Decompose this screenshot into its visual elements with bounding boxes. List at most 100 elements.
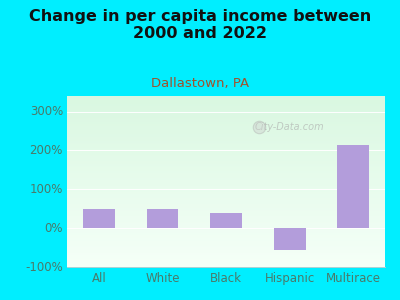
Bar [67, 200, 385, 201]
Bar [274, 228, 306, 250]
Bar [67, 188, 385, 189]
Bar [67, 97, 385, 98]
Bar [67, 112, 385, 113]
Bar [67, 196, 385, 197]
Bar [67, 230, 385, 231]
Bar [67, 211, 385, 212]
Bar [67, 169, 385, 170]
Bar [67, 132, 385, 133]
Bar [67, 151, 385, 152]
Bar [67, 212, 385, 213]
Bar [67, 236, 385, 237]
Bar [67, 177, 385, 178]
Bar [67, 264, 385, 265]
Bar [67, 131, 385, 132]
Bar [67, 234, 385, 235]
Bar [67, 202, 385, 203]
Bar [67, 130, 385, 131]
Bar [67, 220, 385, 221]
Bar [67, 154, 385, 155]
Bar [67, 168, 385, 169]
Bar [67, 178, 385, 179]
Bar [67, 125, 385, 126]
Bar [67, 106, 385, 107]
Bar [67, 229, 385, 230]
Bar [67, 126, 385, 127]
Bar [67, 150, 385, 151]
Bar [67, 129, 385, 130]
Bar [67, 252, 385, 253]
Bar [67, 173, 385, 174]
Bar [67, 226, 385, 227]
Bar [67, 248, 385, 249]
Bar [67, 120, 385, 121]
Bar [67, 123, 385, 124]
Bar [67, 155, 385, 156]
Bar [67, 239, 385, 240]
Bar [67, 156, 385, 157]
Bar [67, 134, 385, 135]
Bar [67, 215, 385, 216]
Bar [67, 242, 385, 243]
Bar [67, 201, 385, 202]
Bar [67, 101, 385, 102]
Bar [67, 136, 385, 137]
Bar [67, 213, 385, 214]
Bar [67, 254, 385, 255]
Bar [67, 157, 385, 158]
Bar [67, 96, 385, 97]
Text: 200%: 200% [30, 144, 63, 157]
Bar [67, 167, 385, 168]
Bar [67, 204, 385, 205]
Bar [67, 171, 385, 172]
Bar [67, 108, 385, 109]
Bar [67, 152, 385, 153]
Bar [67, 208, 385, 209]
Bar [67, 172, 385, 173]
Text: -100%: -100% [25, 261, 63, 274]
Bar [67, 110, 385, 111]
Bar [67, 122, 385, 123]
Bar [67, 103, 385, 104]
Bar [67, 227, 385, 228]
Bar [67, 102, 385, 103]
Bar [67, 250, 385, 251]
Bar [83, 209, 115, 228]
Bar [67, 162, 385, 163]
Bar [67, 98, 385, 99]
Text: Change in per capita income between
2000 and 2022: Change in per capita income between 2000… [29, 9, 371, 41]
Bar [67, 119, 385, 120]
Bar [67, 147, 385, 148]
Bar [67, 148, 385, 149]
Bar [67, 114, 385, 115]
Bar [67, 113, 385, 114]
Bar [67, 109, 385, 110]
Bar [67, 137, 385, 138]
Bar [67, 237, 385, 238]
Bar [67, 179, 385, 180]
Bar [67, 181, 385, 182]
Bar [67, 99, 385, 100]
Bar [67, 124, 385, 125]
Bar [337, 146, 369, 228]
Bar [67, 183, 385, 184]
Bar [67, 214, 385, 215]
Bar [67, 115, 385, 116]
Text: City-Data.com: City-Data.com [255, 122, 324, 132]
Bar [67, 245, 385, 246]
Bar [67, 190, 385, 191]
Bar [67, 128, 385, 129]
Bar [67, 209, 385, 210]
Bar [67, 261, 385, 262]
Bar [67, 260, 385, 261]
Bar [67, 251, 385, 252]
Bar [67, 232, 385, 233]
Bar [67, 205, 385, 206]
Bar [67, 165, 385, 166]
Bar [67, 118, 385, 119]
Bar [67, 194, 385, 195]
Bar [67, 174, 385, 175]
Bar [146, 209, 178, 228]
Bar [67, 180, 385, 181]
Bar [67, 197, 385, 198]
